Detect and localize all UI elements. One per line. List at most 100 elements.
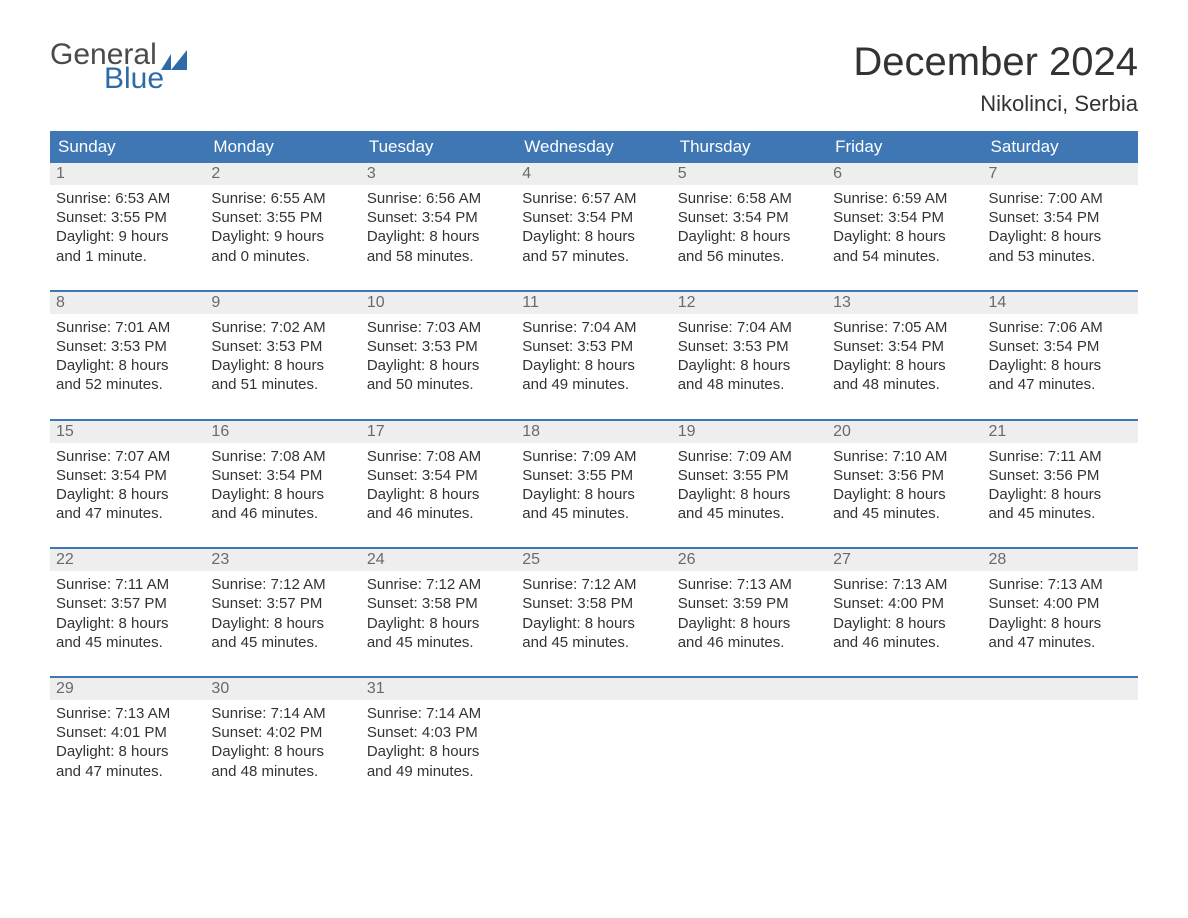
day-body: Sunrise: 7:12 AMSunset: 3:58 PMDaylight:… bbox=[516, 571, 671, 652]
day-body: Sunrise: 7:08 AMSunset: 3:54 PMDaylight:… bbox=[205, 443, 360, 524]
day-number: 6 bbox=[833, 165, 842, 182]
day-dl1: Daylight: 8 hours bbox=[522, 485, 665, 504]
day-body: Sunrise: 7:07 AMSunset: 3:54 PMDaylight:… bbox=[50, 443, 205, 524]
day-number: 19 bbox=[678, 423, 696, 440]
calendar-day: 15Sunrise: 7:07 AMSunset: 3:54 PMDayligh… bbox=[50, 421, 205, 534]
day-body: Sunrise: 7:02 AMSunset: 3:53 PMDaylight:… bbox=[205, 314, 360, 395]
calendar-day bbox=[672, 678, 827, 791]
day-sunrise: Sunrise: 7:11 AM bbox=[989, 447, 1132, 466]
day-dl1: Daylight: 8 hours bbox=[522, 356, 665, 375]
day-dl2: and 1 minute. bbox=[56, 247, 199, 266]
day-dl1: Daylight: 8 hours bbox=[522, 614, 665, 633]
day-body: Sunrise: 7:14 AMSunset: 4:03 PMDaylight:… bbox=[361, 700, 516, 781]
day-sunrise: Sunrise: 7:04 AM bbox=[522, 318, 665, 337]
day-dl1: Daylight: 8 hours bbox=[522, 227, 665, 246]
day-sunrise: Sunrise: 7:02 AM bbox=[211, 318, 354, 337]
day-body: Sunrise: 7:03 AMSunset: 3:53 PMDaylight:… bbox=[361, 314, 516, 395]
day-number-row-empty bbox=[827, 678, 982, 700]
day-number-row: 28 bbox=[983, 549, 1138, 571]
day-number: 20 bbox=[833, 423, 851, 440]
calendar-day: 29Sunrise: 7:13 AMSunset: 4:01 PMDayligh… bbox=[50, 678, 205, 791]
day-sunset: Sunset: 4:00 PM bbox=[833, 594, 976, 613]
day-sunset: Sunset: 3:53 PM bbox=[522, 337, 665, 356]
day-dl2: and 46 minutes. bbox=[833, 633, 976, 652]
day-number-row-empty bbox=[672, 678, 827, 700]
day-number-row: 8 bbox=[50, 292, 205, 314]
calendar-day: 24Sunrise: 7:12 AMSunset: 3:58 PMDayligh… bbox=[361, 549, 516, 662]
calendar-day: 1Sunrise: 6:53 AMSunset: 3:55 PMDaylight… bbox=[50, 163, 205, 276]
day-dl2: and 45 minutes. bbox=[522, 633, 665, 652]
day-dl2: and 49 minutes. bbox=[522, 375, 665, 394]
day-dl2: and 46 minutes. bbox=[211, 504, 354, 523]
day-number-row: 15 bbox=[50, 421, 205, 443]
day-dl1: Daylight: 8 hours bbox=[211, 356, 354, 375]
day-dl2: and 0 minutes. bbox=[211, 247, 354, 266]
day-dl2: and 48 minutes. bbox=[211, 762, 354, 781]
day-sunset: Sunset: 4:00 PM bbox=[989, 594, 1132, 613]
day-sunset: Sunset: 3:55 PM bbox=[211, 208, 354, 227]
location-label: Nikolinci, Serbia bbox=[853, 91, 1138, 117]
day-number: 13 bbox=[833, 294, 851, 311]
day-number: 5 bbox=[678, 165, 687, 182]
day-number-row: 14 bbox=[983, 292, 1138, 314]
day-sunrise: Sunrise: 6:55 AM bbox=[211, 189, 354, 208]
week-row: 15Sunrise: 7:07 AMSunset: 3:54 PMDayligh… bbox=[50, 419, 1138, 534]
day-body: Sunrise: 7:13 AMSunset: 3:59 PMDaylight:… bbox=[672, 571, 827, 652]
day-sunset: Sunset: 3:54 PM bbox=[56, 466, 199, 485]
day-dl1: Daylight: 8 hours bbox=[989, 227, 1132, 246]
day-dl1: Daylight: 8 hours bbox=[678, 227, 821, 246]
day-sunset: Sunset: 3:56 PM bbox=[989, 466, 1132, 485]
day-sunset: Sunset: 3:57 PM bbox=[56, 594, 199, 613]
day-number-row: 12 bbox=[672, 292, 827, 314]
day-dl2: and 48 minutes. bbox=[833, 375, 976, 394]
calendar-day: 3Sunrise: 6:56 AMSunset: 3:54 PMDaylight… bbox=[361, 163, 516, 276]
day-dl2: and 54 minutes. bbox=[833, 247, 976, 266]
calendar-day: 8Sunrise: 7:01 AMSunset: 3:53 PMDaylight… bbox=[50, 292, 205, 405]
day-number-row: 2 bbox=[205, 163, 360, 185]
day-number: 7 bbox=[989, 165, 998, 182]
calendar-header-row: Sunday Monday Tuesday Wednesday Thursday… bbox=[50, 131, 1138, 163]
day-number-row: 5 bbox=[672, 163, 827, 185]
day-sunset: Sunset: 4:01 PM bbox=[56, 723, 199, 742]
day-dl2: and 47 minutes. bbox=[56, 504, 199, 523]
day-sunrise: Sunrise: 7:13 AM bbox=[678, 575, 821, 594]
day-number: 3 bbox=[367, 165, 376, 182]
day-sunrise: Sunrise: 6:56 AM bbox=[367, 189, 510, 208]
week-row: 8Sunrise: 7:01 AMSunset: 3:53 PMDaylight… bbox=[50, 290, 1138, 405]
day-number-row: 4 bbox=[516, 163, 671, 185]
day-number: 18 bbox=[522, 423, 540, 440]
day-dl2: and 46 minutes. bbox=[678, 633, 821, 652]
day-sunset: Sunset: 3:54 PM bbox=[522, 208, 665, 227]
week-row: 1Sunrise: 6:53 AMSunset: 3:55 PMDaylight… bbox=[50, 163, 1138, 276]
day-sunrise: Sunrise: 7:14 AM bbox=[367, 704, 510, 723]
day-number-row: 1 bbox=[50, 163, 205, 185]
day-sunrise: Sunrise: 7:11 AM bbox=[56, 575, 199, 594]
day-header: Tuesday bbox=[361, 131, 516, 163]
week-row: 29Sunrise: 7:13 AMSunset: 4:01 PMDayligh… bbox=[50, 676, 1138, 791]
day-sunrise: Sunrise: 6:59 AM bbox=[833, 189, 976, 208]
day-dl1: Daylight: 8 hours bbox=[211, 742, 354, 761]
day-dl1: Daylight: 8 hours bbox=[367, 485, 510, 504]
day-sunrise: Sunrise: 7:13 AM bbox=[989, 575, 1132, 594]
calendar-day: 7Sunrise: 7:00 AMSunset: 3:54 PMDaylight… bbox=[983, 163, 1138, 276]
day-body: Sunrise: 7:08 AMSunset: 3:54 PMDaylight:… bbox=[361, 443, 516, 524]
day-sunset: Sunset: 3:54 PM bbox=[211, 466, 354, 485]
top-bar: General Blue December 2024 Nikolinci, Se… bbox=[50, 40, 1138, 117]
calendar-day: 20Sunrise: 7:10 AMSunset: 3:56 PMDayligh… bbox=[827, 421, 982, 534]
day-body: Sunrise: 7:13 AMSunset: 4:01 PMDaylight:… bbox=[50, 700, 205, 781]
day-dl2: and 47 minutes. bbox=[56, 762, 199, 781]
calendar-day: 9 Sunrise: 7:02 AMSunset: 3:53 PMDaylight… bbox=[205, 292, 360, 405]
day-number-row: 22 bbox=[50, 549, 205, 571]
day-sunrise: Sunrise: 7:12 AM bbox=[367, 575, 510, 594]
day-sunset: Sunset: 3:53 PM bbox=[211, 337, 354, 356]
day-number: 9 bbox=[211, 294, 220, 311]
day-number-row: 3 bbox=[361, 163, 516, 185]
day-number-row: 9 bbox=[205, 292, 360, 314]
day-dl1: Daylight: 8 hours bbox=[989, 614, 1132, 633]
logo: General Blue bbox=[50, 40, 191, 94]
day-sunset: Sunset: 3:53 PM bbox=[367, 337, 510, 356]
day-number-row: 23 bbox=[205, 549, 360, 571]
day-body: Sunrise: 7:11 AMSunset: 3:56 PMDaylight:… bbox=[983, 443, 1138, 524]
day-number: 16 bbox=[211, 423, 229, 440]
day-dl1: Daylight: 8 hours bbox=[989, 356, 1132, 375]
